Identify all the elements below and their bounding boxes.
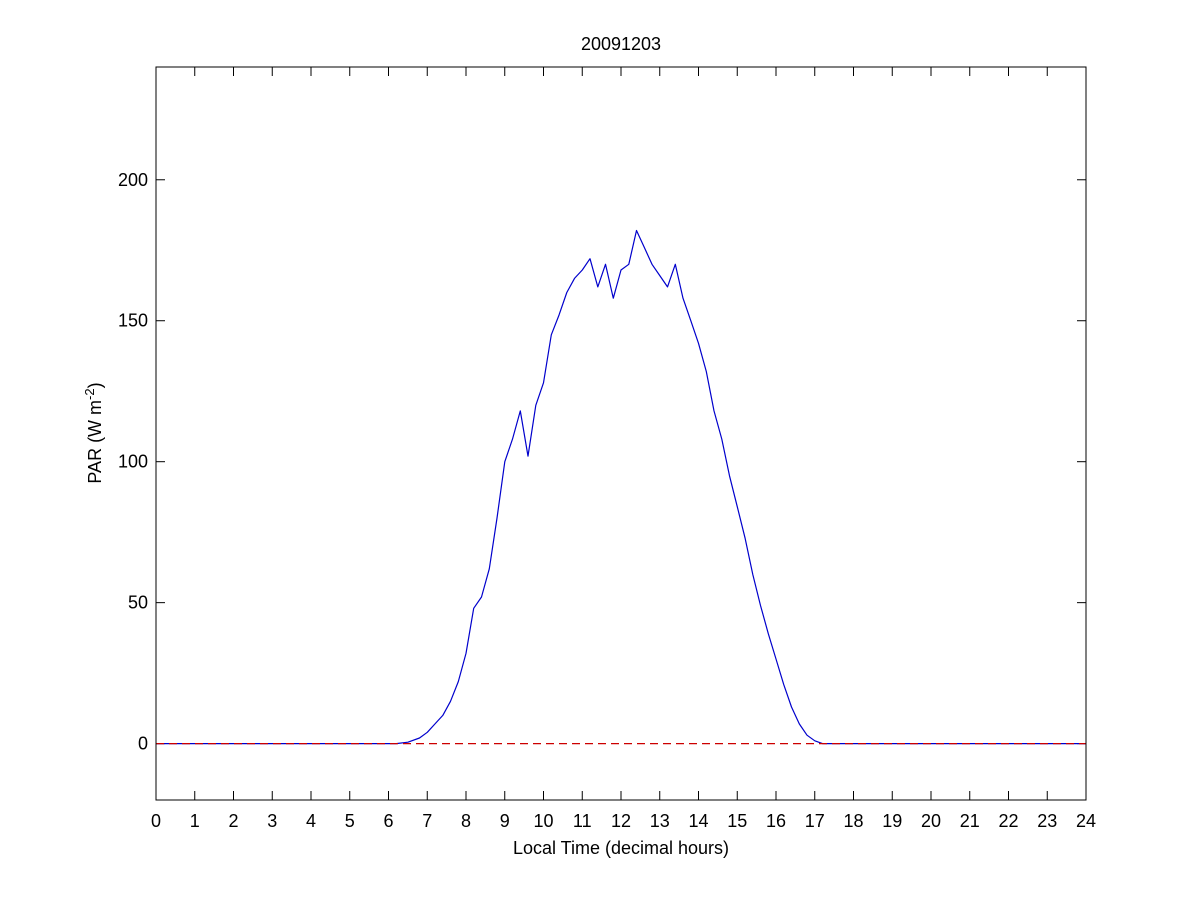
x-tick-label: 16 [766, 811, 786, 831]
x-tick-label: 13 [650, 811, 670, 831]
chart-title: 20091203 [581, 34, 661, 54]
y-axis-label-prefix: PAR (W m [85, 400, 105, 484]
y-tick-label: 150 [118, 311, 148, 331]
x-tick-label: 6 [383, 811, 393, 831]
x-tick-label: 8 [461, 811, 471, 831]
x-tick-label: 5 [345, 811, 355, 831]
x-tick-label: 23 [1037, 811, 1057, 831]
x-tick-label: 22 [998, 811, 1018, 831]
axes-box [155, 66, 1087, 801]
par-series-line [156, 229, 1086, 745]
x-axis-label: Local Time (decimal hours) [513, 838, 729, 858]
x-tick-label: 20 [921, 811, 941, 831]
x-tick-label: 18 [843, 811, 863, 831]
x-tick-label: 0 [151, 811, 161, 831]
x-tick-label: 12 [611, 811, 631, 831]
y-axis-label: PAR (W m-2) [82, 382, 105, 483]
x-tick-label: 21 [960, 811, 980, 831]
y-tick-label: 50 [128, 593, 148, 613]
y-tick-label: 0 [138, 734, 148, 754]
x-tick-label: 1 [190, 811, 200, 831]
x-tick-label: 14 [688, 811, 708, 831]
x-tick-label: 15 [727, 811, 747, 831]
x-tick-label: 7 [422, 811, 432, 831]
y-axis-label-superscript: -2 [82, 388, 97, 400]
x-tick-label: 11 [573, 811, 592, 831]
y-tick-label: 200 [118, 170, 148, 190]
series-group [156, 229, 1086, 745]
x-tick-label: 9 [500, 811, 510, 831]
y-axis-label-suffix: ) [85, 382, 105, 388]
x-tick-label: 4 [306, 811, 316, 831]
x-tick-label: 17 [805, 811, 825, 831]
ticks-group [155, 67, 1087, 800]
tick-labels-group: 0 1 2 3 4 5 6 7 8 9 10 11 12 13 14 15 16 17 18 19 20 21 22 23 24… [118, 170, 1096, 831]
x-tick-label: 3 [267, 811, 277, 831]
x-tick-label: 19 [882, 811, 902, 831]
plot-area [156, 67, 1086, 800]
y-tick-label: 100 [118, 452, 148, 472]
x-tick-label: 10 [533, 811, 553, 831]
x-tick-label: 24 [1076, 811, 1096, 831]
x-tick-label: 2 [228, 811, 238, 831]
